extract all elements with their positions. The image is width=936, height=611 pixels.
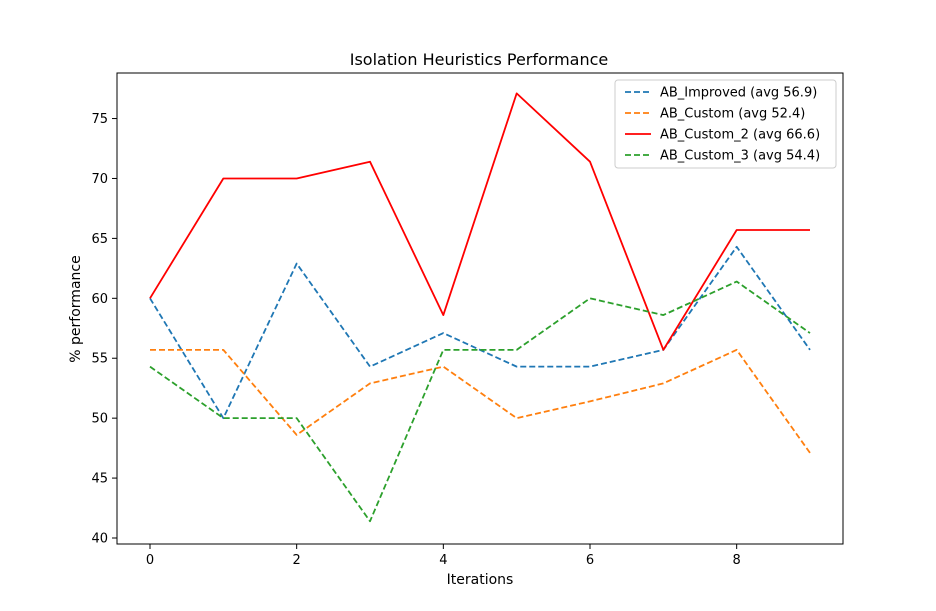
y-tick-label: 45 (91, 472, 108, 487)
plot-area (116, 72, 844, 545)
legend-label-1: AB_Improved (avg 56.9) (660, 86, 817, 101)
legend-frame (614, 79, 837, 169)
series-line-3 (149, 92, 810, 351)
y-tick-label: 55 (91, 352, 108, 367)
plot-frame (116, 72, 844, 545)
y-tick-label: 60 (91, 292, 108, 307)
series-line-4 (149, 280, 811, 523)
x-tick-label: 2 (293, 553, 301, 568)
y-tick-label: 40 (91, 532, 108, 547)
series-layer (149, 92, 811, 523)
x-tick-label: 4 (439, 553, 447, 568)
y-axis-label: % performance (68, 255, 84, 362)
y-axis-ticks: 40 45 50 55 60 65 70 75 (91, 112, 117, 547)
legend: AB_Improved (avg 56.9) AB_Custom (avg 52.… (614, 79, 837, 169)
chart-title: Isolation Heuristics Performance (350, 50, 609, 69)
series-line-2 (150, 348, 811, 454)
legend-label-3: AB_Custom_2 (avg 66.6) (660, 128, 820, 143)
y-tick-label: 65 (91, 232, 108, 247)
x-axis-ticks: 0 2 4 6 8 (146, 544, 741, 568)
legend-label-2: AB_Custom (avg 52.4) (660, 107, 805, 122)
x-tick-label: 8 (733, 553, 741, 568)
y-tick-label: 75 (91, 112, 108, 127)
legend-items: AB_Improved (avg 56.9) AB_Custom (avg 52.… (625, 86, 820, 164)
x-tick-label: 0 (146, 553, 154, 568)
x-tick-label: 6 (586, 553, 594, 568)
y-tick-label: 70 (91, 172, 108, 187)
y-tick-label: 50 (91, 412, 108, 427)
legend-label-4: AB_Custom_3 (avg 54.4) (660, 149, 820, 164)
x-axis-label: Iterations (447, 572, 514, 588)
series-line-1 (149, 245, 811, 420)
